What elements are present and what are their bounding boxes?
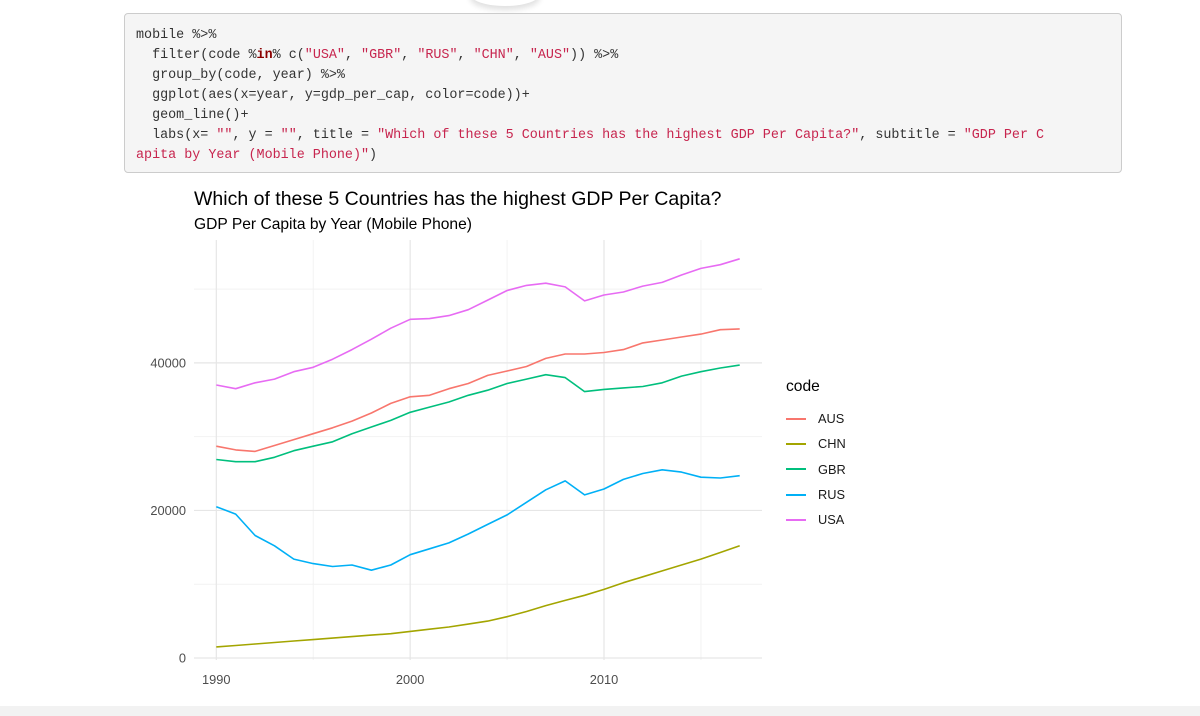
code-string: "GBR" — [361, 48, 402, 63]
code-line: filter(code %in% c("USA", "GBR", "RUS", … — [136, 46, 1109, 66]
code-line: group_by(code, year) %>% — [136, 66, 1109, 86]
legend-item-usa: USA — [786, 507, 846, 532]
code-string: "GDP Per C — [963, 128, 1045, 143]
series-line-aus — [216, 328, 740, 453]
legend: code AUS CHN GBR RUS USA — [786, 378, 846, 532]
legend-label: RUS — [818, 487, 846, 503]
series-line-rus — [216, 468, 740, 572]
code-text: , title = — [296, 128, 378, 143]
legend-key-line — [786, 442, 806, 445]
legend-label: GBR — [818, 461, 846, 477]
legend-item-aus: AUS — [786, 406, 846, 431]
code-line: apita by Year (Mobile Phone)") — [136, 146, 1109, 166]
code-text: ggplot(aes(x=year, y=gdp_per_cap, color=… — [136, 88, 530, 103]
code-string: "Which of these 5 Countries has the high… — [377, 128, 860, 143]
code-text: mobile %>% — [136, 28, 217, 43]
code-keyword: in — [256, 48, 273, 63]
code-text: , y = — [232, 128, 281, 143]
x-tick-label: 2010 — [590, 672, 618, 687]
code-string: "AUS" — [529, 48, 571, 63]
code-text: % c( — [272, 48, 305, 63]
code-line: ggplot(aes(x=year, y=gdp_per_cap, color=… — [136, 86, 1109, 106]
code-text: , — [344, 48, 362, 63]
code-string: apita by Year (Mobile Phone)" — [136, 148, 370, 163]
code-text: group_by(code, year) %>% — [136, 68, 345, 83]
code-line: mobile %>% — [136, 26, 1109, 46]
chart-title: Which of these 5 Countries has the highe… — [194, 188, 722, 210]
y-tick-label: 0 — [179, 651, 186, 666]
legend-item-gbr: GBR — [786, 457, 846, 482]
code-text: , — [513, 48, 530, 63]
series-line-usa — [216, 258, 740, 390]
page-bottom-bar — [0, 706, 1200, 716]
series-line-chn — [216, 545, 740, 648]
code-line: geom_line()+ — [136, 106, 1109, 126]
legend-label: CHN — [818, 436, 846, 452]
legend-item-rus: RUS — [786, 482, 846, 507]
legend-label: AUS — [818, 411, 845, 427]
legend-key-line — [786, 518, 806, 521]
x-tick-label: 2000 — [396, 672, 424, 687]
legend-label: USA — [818, 512, 845, 528]
code-text: , — [457, 48, 474, 63]
code-text: geom_line()+ — [136, 108, 249, 123]
code-string: "RUS" — [417, 48, 458, 63]
code-text: , — [401, 48, 418, 63]
code-text: filter(code % — [136, 48, 257, 63]
series-line-gbr — [216, 364, 740, 463]
legend-key-line — [786, 493, 806, 496]
y-tick-label: 40000 — [150, 355, 186, 370]
code-line: labs(x= "", y = "", title = "Which of th… — [136, 126, 1109, 146]
code-string: "USA" — [304, 48, 345, 63]
legend-key-line — [786, 417, 806, 420]
code-text: , subtitle = — [859, 128, 964, 143]
code-block: mobile %>% filter(code %in% c("USA", "GB… — [124, 13, 1122, 173]
x-tick-label: 1990 — [202, 672, 230, 687]
code-string: "CHN" — [473, 48, 514, 63]
code-text: )) %>% — [570, 48, 619, 63]
code-text: labs(x= — [136, 128, 217, 143]
legend-key-line — [786, 468, 806, 471]
code-string: "" — [280, 128, 297, 143]
legend-item-chn: CHN — [786, 431, 846, 456]
chart-subtitle: GDP Per Capita by Year (Mobile Phone) — [194, 216, 472, 233]
code-string: "" — [216, 128, 233, 143]
code-text: ) — [369, 148, 378, 163]
y-tick-label: 20000 — [150, 503, 186, 518]
legend-title: code — [786, 378, 820, 395]
